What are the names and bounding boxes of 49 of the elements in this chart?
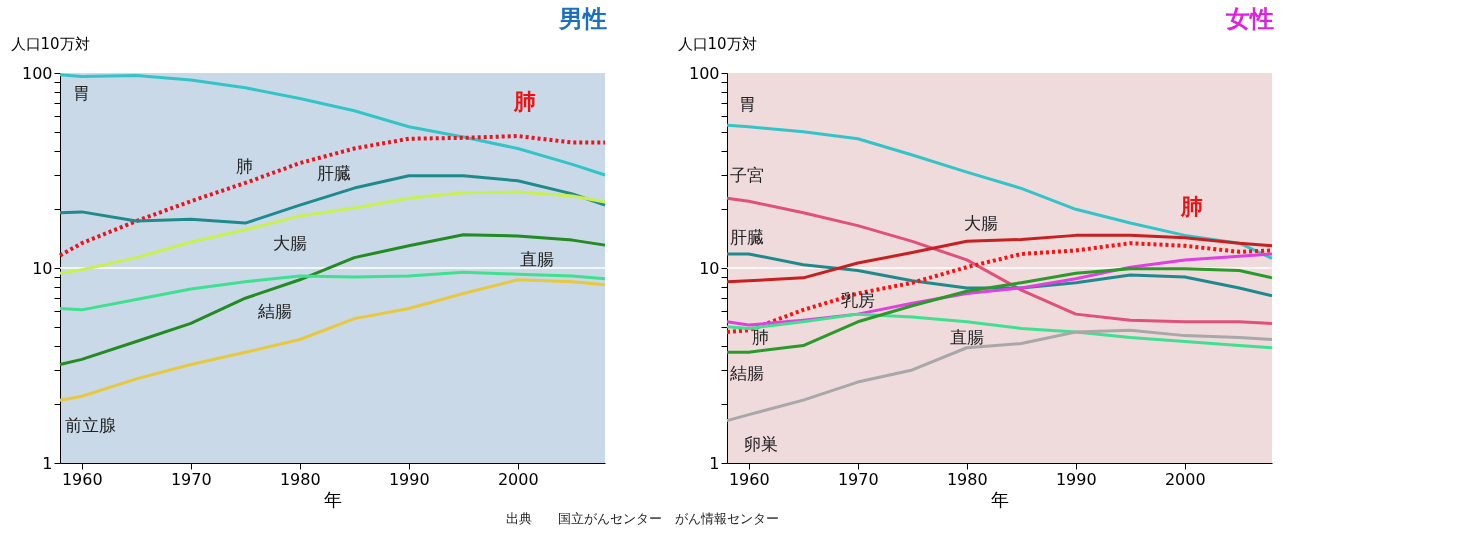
line-series: [725, 328, 1274, 423]
y-tick-label: 10: [32, 258, 53, 278]
line-series: [725, 267, 1274, 354]
series-label: 直腸: [520, 248, 555, 269]
annotation: 肺: [513, 88, 537, 114]
line-series: [58, 233, 607, 366]
series-label: 肝臓: [317, 163, 352, 184]
y-tick-label: 100: [688, 63, 720, 83]
series-label: 大腸: [272, 232, 307, 253]
y-tick-label: 10: [699, 258, 720, 278]
x-tick-label: 1990: [388, 469, 430, 489]
line-series: [58, 190, 607, 275]
line-series: [725, 312, 1274, 350]
x-tick-label: 1980: [279, 469, 321, 489]
line-series: [725, 196, 1274, 325]
series-label: 肝臓: [730, 226, 764, 247]
series-label: 直腸: [949, 326, 984, 347]
x-tick-label: 2000: [497, 469, 539, 489]
x-tick-label: 1980: [946, 469, 988, 489]
y-tick-label: 100: [21, 63, 53, 83]
series-label: 胃: [738, 94, 756, 115]
x-axis-title: 年: [991, 488, 1009, 510]
series-label: 結腸: [256, 300, 292, 321]
series-label: 前立腺: [64, 415, 116, 436]
x-tick-label: 1960: [728, 469, 770, 489]
x-tick-label: 1970: [170, 469, 212, 489]
source-note: 出典 国立がんセンター がん情報センター: [505, 511, 779, 526]
x-tick-label: 1970: [837, 469, 879, 489]
y-tick-label: 1: [42, 453, 53, 473]
annotation: 肺: [1180, 194, 1204, 220]
chart-title: 女性: [1225, 5, 1274, 33]
line-series: [58, 278, 607, 402]
x-tick-label: 2000: [1164, 469, 1206, 489]
x-tick-label: 1960: [61, 469, 103, 489]
series-label: 結腸: [729, 363, 764, 384]
line-series: [725, 123, 1274, 260]
chart-title: 男性: [558, 5, 607, 33]
series-label: 大腸: [964, 212, 999, 233]
series-label: 肺: [236, 156, 254, 177]
y-axis-title: 人口10万対: [10, 34, 90, 53]
y-tick-label: 1: [709, 453, 720, 473]
x-tick-label: 1990: [1055, 469, 1097, 489]
y-axis-title: 人口10万対: [677, 34, 757, 53]
series-label: 胃: [73, 83, 91, 104]
series-label: 乳房: [840, 290, 875, 311]
series-label: 肺: [752, 327, 770, 348]
series-label: 卵巣: [743, 433, 778, 454]
x-axis-title: 年: [324, 488, 342, 510]
series-label: 子宮: [730, 165, 764, 186]
